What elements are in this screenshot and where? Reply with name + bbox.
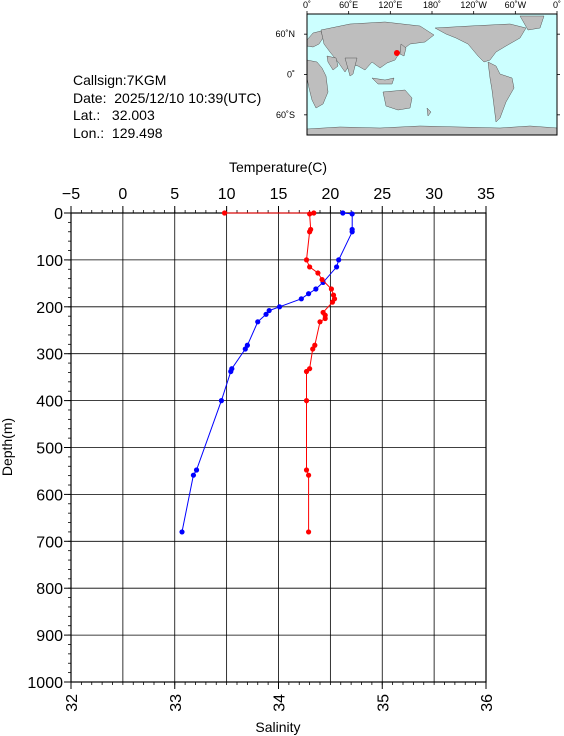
salinity-tick-label: 33 — [168, 694, 185, 712]
temperature-data-point — [193, 467, 200, 473]
depth-tick-label: 200 — [36, 300, 63, 317]
depth-tick-label: 0 — [54, 206, 63, 223]
depth-tick-label: 900 — [36, 628, 63, 645]
temperature-tick-label: 30 — [425, 186, 443, 203]
temperature-data-point — [334, 264, 340, 270]
salinity-data-point — [303, 398, 310, 404]
map-latitude-label: 60˚N — [275, 29, 295, 39]
temperature-data-point — [179, 529, 185, 535]
temperature-data-point — [340, 210, 346, 216]
map-latitude-labels: 60˚N 0˚ 60˚S — [275, 29, 295, 120]
salinity-data-point — [303, 368, 310, 375]
depth-tick-label: 600 — [36, 487, 63, 504]
temperature-data-point — [298, 296, 304, 302]
temperature-data-point — [242, 346, 248, 352]
salinity-data-point — [307, 229, 313, 235]
temperature-tick-label: 5 — [170, 186, 179, 203]
depth-tick-label: 400 — [36, 394, 63, 411]
salinity-data-point — [329, 299, 336, 305]
map-longitude-label: 180˚ — [423, 0, 441, 10]
temperature-tick-labels: −5 0 5 10 15 20 25 30 35 — [62, 186, 495, 203]
temperature-data-point — [190, 472, 197, 478]
salinity-data-point — [221, 210, 228, 216]
depth-tick-label: 1000 — [27, 675, 63, 692]
temperature-tick-label: 15 — [270, 186, 288, 203]
temperature-data-point — [255, 319, 261, 325]
map-longitude-label: 0˚ — [553, 0, 561, 10]
depth-axis-title: Depth(m) — [0, 418, 15, 476]
temperature-tick-label: 10 — [218, 186, 236, 203]
salinity-data-point — [303, 257, 310, 263]
temperature-tick-label: 35 — [477, 186, 495, 203]
temperature-tick-label: 25 — [373, 186, 391, 203]
salinity-tick-label: 35 — [375, 694, 392, 712]
station-info: Callsign:7KGM Date: 2025/12/10 10:39(UTC… — [73, 72, 261, 142]
depth-tick-label: 500 — [36, 441, 63, 458]
data-series — [179, 210, 355, 535]
salinity-tick-label: 36 — [479, 694, 496, 712]
map-longitude-label: 60˚W — [505, 0, 527, 10]
temperature-data-point — [336, 257, 342, 263]
salinity-data-point — [305, 529, 312, 535]
salinity-data-point — [303, 467, 310, 473]
salinity-tick-label: 32 — [64, 694, 81, 712]
map-land — [306, 15, 558, 136]
salinity-tick-label: 34 — [272, 694, 289, 712]
salinity-data-point — [311, 210, 317, 216]
depth-tick-label: 800 — [36, 581, 63, 598]
salinity-profile-line — [224, 212, 336, 532]
map-longitude-label: 0˚ — [303, 0, 311, 10]
salinity-tick-labels: 32 33 34 35 36 — [64, 694, 496, 712]
station-marker-icon — [393, 49, 400, 56]
callsign-text: Callsign:7KGM — [73, 72, 167, 88]
salinity-data-point — [310, 346, 316, 352]
map-longitude-label: 60˚E — [339, 0, 358, 10]
salinity-data-point — [305, 472, 312, 478]
salinity-data-point — [315, 270, 321, 276]
map-longitude-label: 120˚W — [460, 0, 487, 10]
map-longitude-labels: 0˚ 60˚E 120˚E 180˚ 120˚W 60˚W 0˚ — [303, 0, 561, 10]
salinity-data-point — [307, 211, 313, 217]
grid — [70, 212, 487, 683]
depth-tick-label: 300 — [36, 347, 63, 364]
map-longitude-label: 120˚E — [378, 0, 402, 10]
temperature-data-point — [349, 211, 355, 217]
map-latitude-label: 60˚S — [276, 110, 295, 120]
salinity-data-point — [307, 264, 313, 270]
temperature-profile-line — [181, 212, 353, 532]
temperature-data-point — [305, 291, 312, 297]
longitude-text: Lon.: 129.498 — [73, 124, 163, 141]
depth-tick-label: 700 — [36, 534, 63, 551]
salinity-axis-title: Salinity — [255, 719, 300, 735]
depth-tick-labels: 0 100 200 300 400 500 600 700 800 900 1000 — [27, 206, 63, 692]
map-latitude-label: 0˚ — [287, 70, 295, 80]
temperature-tick-label: 20 — [321, 186, 339, 203]
depth-tick-label: 100 — [36, 253, 63, 270]
salinity-data-point — [328, 286, 335, 292]
temperature-tick-label: 0 — [118, 186, 127, 203]
location-map: 0˚ 60˚E 120˚E 180˚ 120˚W 60˚W 0˚ 60˚N 0˚ 60˚S — [275, 0, 561, 136]
temperature-axis-title: Temperature(C) — [229, 159, 327, 175]
temperature-data-point — [228, 368, 234, 375]
temperature-data-point — [313, 286, 319, 292]
temperature-data-point — [218, 398, 225, 404]
temperature-data-point — [263, 311, 269, 317]
date-text: Date: 2025/12/10 10:39(UTC) — [73, 89, 262, 106]
salinity-data-point — [322, 315, 328, 322]
temperature-data-point — [349, 229, 355, 235]
map-ticks — [304, 11, 560, 116]
latitude-text: Lat.: 32.003 — [73, 107, 155, 123]
temperature-data-point — [276, 304, 283, 310]
salinity-data-point — [317, 319, 323, 325]
salinity-data-point — [319, 276, 325, 283]
temperature-tick-label: −5 — [62, 186, 80, 203]
temperature-data-point — [266, 307, 272, 314]
